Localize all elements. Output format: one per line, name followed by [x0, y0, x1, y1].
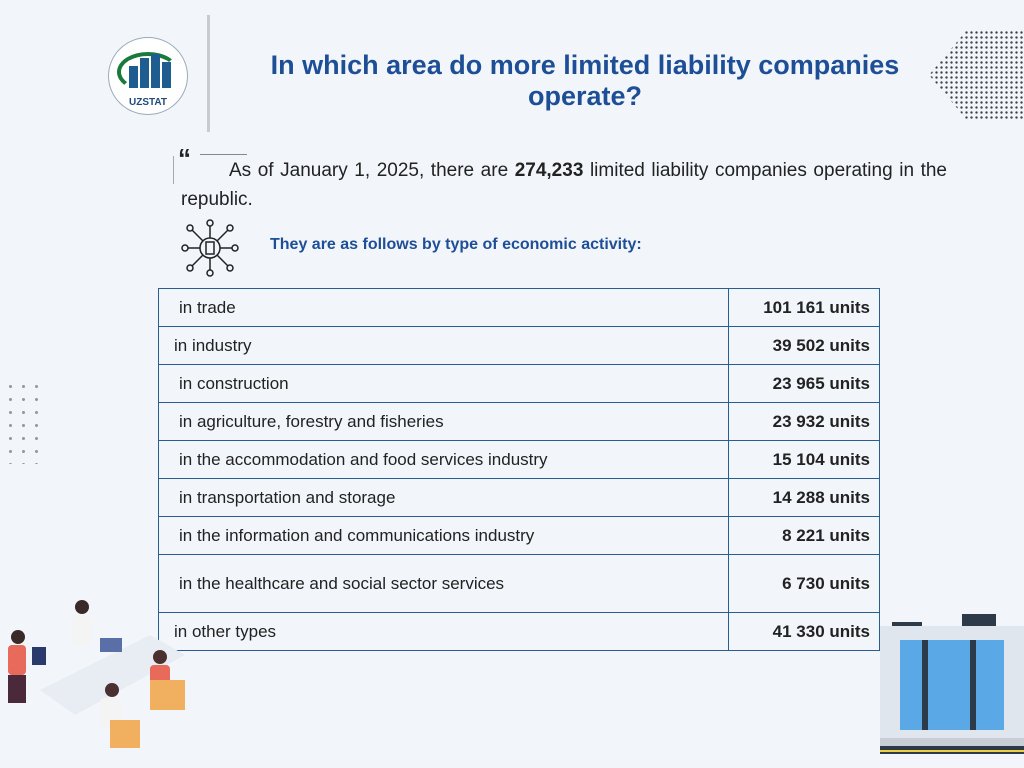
office-people-illustration [8, 600, 185, 748]
logo-text: UZSTAT [129, 97, 167, 108]
decorative-dots-icon [4, 380, 44, 464]
table-row: in industry 39 502 units [158, 326, 880, 365]
table-row: in the accommodation and food services i… [158, 440, 880, 479]
building-illustration [880, 614, 1024, 754]
table-row: in trade 101 161 units [158, 288, 880, 327]
total-count: 274,233 [514, 160, 584, 181]
divider [207, 15, 210, 132]
table-row: in transportation and storage 14 288 unit… [158, 478, 880, 517]
divider [200, 154, 247, 155]
activity-table: in trade 101 161 units in industry 39 502 … [158, 288, 880, 651]
section-subtitle: They are as follows by type of economic … [270, 236, 642, 253]
uzstat-logo: UZSTAT [108, 37, 188, 115]
table-row: in the healthcare and social sector serv… [158, 554, 880, 613]
intro-text: As of January 1, 2025, there are 274,233… [181, 160, 947, 210]
table-row: in construction 23 965 units [158, 364, 880, 403]
quote-icon: “ [178, 143, 191, 173]
table-row: in agriculture, forestry and fisheries 23… [158, 402, 880, 441]
table-row: in other types 41 330 units [158, 612, 880, 651]
page-title: In which area do more limited liability … [270, 50, 900, 111]
divider [173, 156, 174, 184]
network-building-icon [181, 219, 239, 277]
table-row: in the information and communications in… [158, 516, 880, 555]
